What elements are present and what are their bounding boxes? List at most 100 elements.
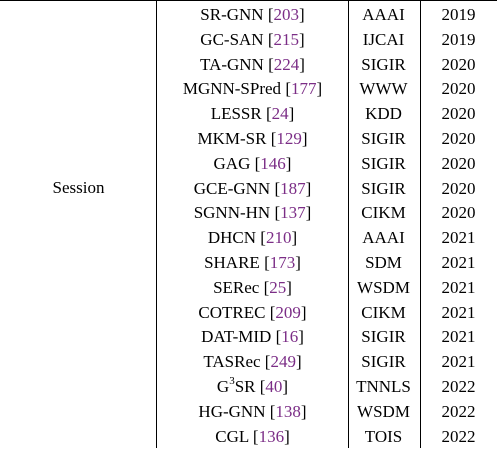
year-cell: 2020 <box>441 129 476 148</box>
year-cell: 2020 <box>441 104 476 124</box>
method-name: SGNN-HN <box>193 203 271 223</box>
citation-link[interactable]: 146 <box>260 153 286 173</box>
method-name: GAG <box>213 153 251 173</box>
method-name: SERec <box>213 277 260 297</box>
table-row: MGNN-SPred [177] WWW 2020 <box>0 77 497 102</box>
method-cell: LESSR [24] <box>210 104 295 124</box>
year-cell: 2021 <box>441 277 476 297</box>
citation-link[interactable]: 137 <box>280 203 306 223</box>
method-cell: DHCN [210] <box>207 228 298 248</box>
method-cell: SHARE [173] <box>204 253 301 272</box>
method-name: CGL <box>215 426 249 446</box>
method-cell: MGNN-SPred [177] <box>182 79 323 99</box>
year-cell: 2019 <box>441 5 476 24</box>
venue-cell: SIGIR <box>361 178 406 198</box>
table-row: CGL [136] TOIS 2022 <box>0 425 497 449</box>
venue-cell: CIKM <box>361 302 406 322</box>
method-name: GCE-GNN <box>193 178 271 198</box>
venue-cell: SIGIR <box>361 352 406 372</box>
table-row: SGNN-HN [137] CIKM 2020 <box>0 201 497 226</box>
year-cell: 2021 <box>441 302 476 322</box>
venue-cell: SIGIR <box>361 54 406 74</box>
method-cell: GAG [146] <box>213 153 292 173</box>
citation-link[interactable]: 136 <box>258 426 285 446</box>
table-row: HG-GNN [138] WSDM 2022 <box>0 400 497 425</box>
year-cell: 2021 <box>441 228 476 248</box>
method-name: SHARE <box>204 253 260 272</box>
method-cell: TASRec [249] <box>203 352 302 372</box>
method-name: G <box>216 377 230 396</box>
method-name-suffix: SR <box>234 377 256 396</box>
venue-cell: AAAI <box>362 5 405 24</box>
venue-cell: AAAI <box>362 228 405 248</box>
year-cell: 2022 <box>441 426 476 446</box>
method-cell: COTREC [209] <box>198 302 307 322</box>
method-cell: G3SR [40] <box>216 375 289 396</box>
method-name: GC-SAN <box>200 29 264 49</box>
column-divider-1 <box>156 0 157 448</box>
method-cell: TA-GNN [224] <box>200 54 305 74</box>
year-cell: 2020 <box>441 54 476 74</box>
venue-cell: TOIS <box>364 426 403 446</box>
year-cell: 2020 <box>441 79 476 99</box>
citation-link[interactable]: 249 <box>270 352 296 372</box>
year-cell: 2021 <box>441 327 476 347</box>
citation-link[interactable]: 209 <box>275 302 301 322</box>
table-top-rule <box>0 0 497 1</box>
method-name: SR-GNN <box>200 5 264 24</box>
method-name: LESSR <box>210 104 262 124</box>
year-cell: 2020 <box>441 153 476 173</box>
group-label-session: Session <box>52 178 105 197</box>
method-cell: GCE-GNN [187] <box>193 178 312 198</box>
year-cell: 2022 <box>441 401 476 421</box>
year-cell: 2019 <box>441 29 476 49</box>
citation-link[interactable]: 173 <box>269 253 296 272</box>
venue-cell: KDD <box>365 104 402 124</box>
venue-cell: TNNLS <box>356 377 411 396</box>
venue-cell: SIGIR <box>361 327 406 347</box>
citation-link[interactable]: 203 <box>273 5 300 24</box>
method-cell: SERec [25] <box>213 277 292 297</box>
venue-cell: WSDM <box>357 277 410 297</box>
citation-link[interactable]: 16 <box>281 327 299 347</box>
table-row: TA-GNN [224] SIGIR 2020 <box>0 53 497 78</box>
method-cell: MKM-SR [129] <box>197 129 308 148</box>
table-row: GAG [146] SIGIR 2020 <box>0 152 497 177</box>
method-name: DHCN <box>207 228 257 248</box>
table-row: DAT-MID [16] SIGIR 2021 <box>0 325 497 350</box>
method-name: TA-GNN <box>200 54 264 74</box>
year-cell: 2021 <box>441 253 476 272</box>
table-row: LESSR [24] KDD 2020 <box>0 102 497 127</box>
table-row: SHARE [173] SDM 2021 <box>0 251 497 276</box>
citation-link[interactable]: 210 <box>265 228 292 248</box>
citation-link[interactable]: 25 <box>269 277 287 297</box>
citation-link[interactable]: 40 <box>265 377 283 396</box>
method-name: MKM-SR <box>197 129 267 148</box>
year-cell: 2022 <box>441 377 476 396</box>
method-superscript: 3 <box>229 375 235 388</box>
method-cell: DAT-MID [16] <box>201 327 304 347</box>
method-cell: SGNN-HN [137] <box>193 203 312 223</box>
citation-link[interactable]: 187 <box>280 178 306 198</box>
venue-cell: CIKM <box>361 203 406 223</box>
method-name: TASRec <box>203 352 261 372</box>
column-divider-2 <box>348 0 349 448</box>
table-row: GCE-GNN [187] SIGIR 2020 <box>0 177 497 202</box>
year-cell: 2020 <box>441 178 476 198</box>
citation-link[interactable]: 138 <box>275 401 301 421</box>
column-divider-3 <box>420 0 421 448</box>
table-row: TASRec [249] SIGIR 2021 <box>0 350 497 375</box>
citation-link[interactable]: 24 <box>271 104 289 124</box>
venue-cell: IJCAI <box>362 29 405 49</box>
table-row: COTREC [209] CIKM 2021 <box>0 301 497 326</box>
table-row: G3SR [40] TNNLS 2022 <box>0 375 497 400</box>
table-row: SR-GNN [203] AAAI 2019 <box>0 3 497 28</box>
citation-link[interactable]: 215 <box>273 29 300 49</box>
venue-cell: WSDM <box>357 401 410 421</box>
year-cell: 2020 <box>441 203 476 223</box>
citation-link[interactable]: 177 <box>290 79 317 99</box>
citation-link[interactable]: 224 <box>273 54 300 74</box>
citation-link[interactable]: 129 <box>276 129 302 148</box>
table-row: SERec [25] WSDM 2021 <box>0 276 497 301</box>
method-cell: GC-SAN [215] <box>200 29 305 49</box>
